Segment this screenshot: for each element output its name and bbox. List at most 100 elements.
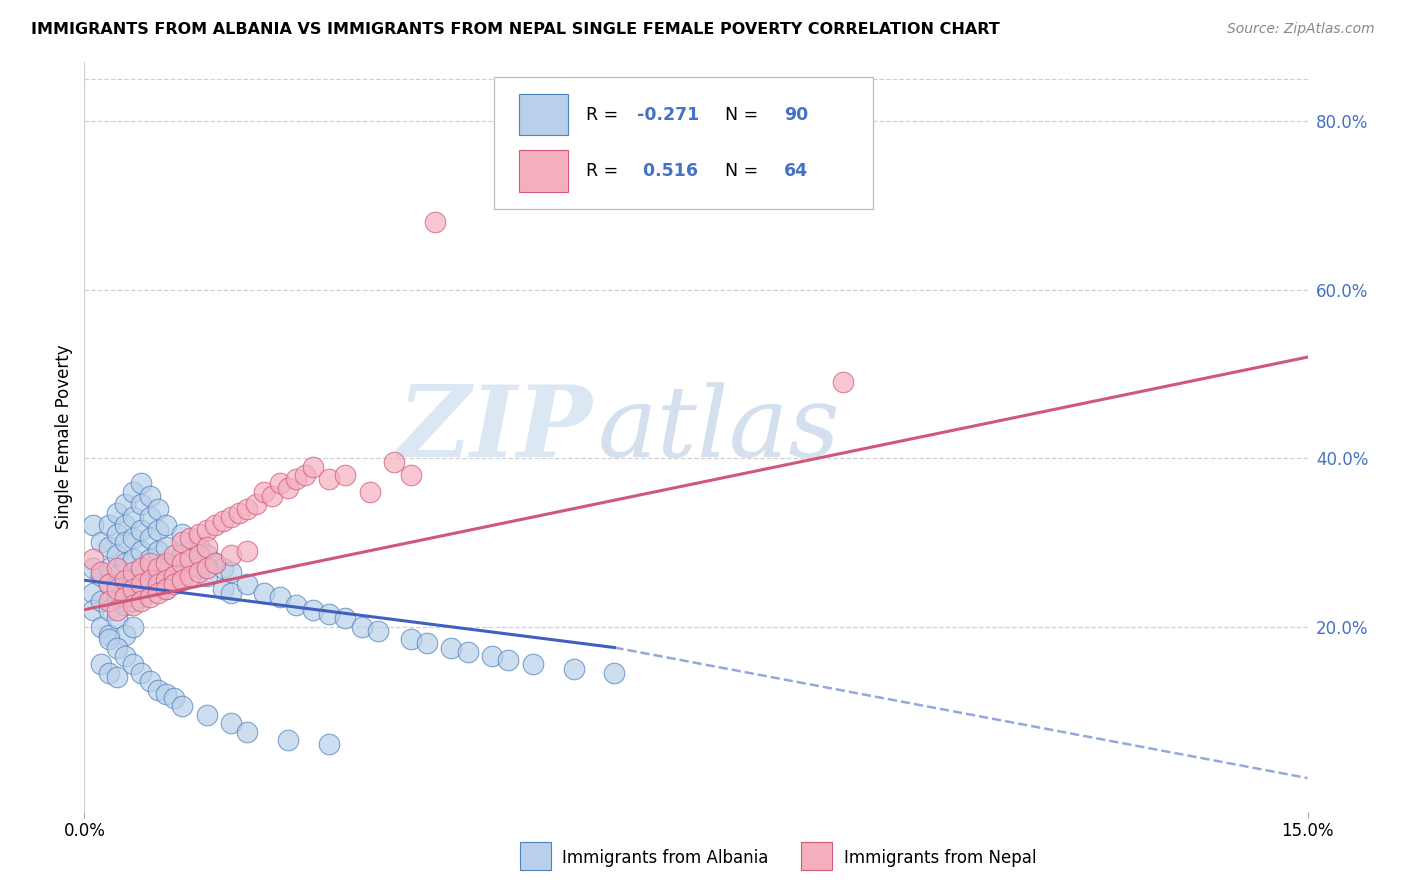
Point (562, 662, 585, 676)
Point (172, 557, 194, 571)
Point (146, 577, 169, 591)
Point (285, 599, 308, 613)
Point (269, 476, 291, 491)
Text: ZIP: ZIP (396, 382, 592, 478)
Point (82, 586, 104, 600)
Point (138, 510, 160, 524)
Point (219, 586, 242, 600)
Point (367, 624, 389, 638)
Point (155, 540, 177, 554)
Point (219, 716, 242, 731)
Point (114, 518, 136, 533)
Point (114, 498, 136, 512)
Point (90, 569, 112, 583)
Text: R =: R = (586, 162, 624, 180)
FancyBboxPatch shape (494, 78, 873, 209)
Point (90, 657, 112, 672)
Point (195, 523, 218, 537)
Point (204, 557, 226, 571)
Point (236, 577, 259, 591)
Point (155, 557, 177, 571)
Point (122, 594, 145, 608)
Point (82, 602, 104, 616)
Point (122, 531, 145, 545)
Point (146, 682, 169, 697)
Point (155, 582, 177, 596)
Point (105, 582, 128, 596)
FancyBboxPatch shape (519, 151, 568, 192)
Point (97, 602, 120, 616)
Text: IMMIGRANTS FROM ALBANIA VS IMMIGRANTS FROM NEPAL SINGLE FEMALE POVERTY CORRELATI: IMMIGRANTS FROM ALBANIA VS IMMIGRANTS FR… (31, 22, 1000, 37)
Point (219, 510, 242, 524)
Point (155, 573, 177, 587)
Point (155, 582, 177, 596)
Point (131, 560, 153, 574)
Point (212, 582, 235, 596)
Point (172, 535, 194, 549)
Point (301, 459, 323, 474)
Point (122, 573, 145, 587)
Point (105, 670, 128, 684)
Point (172, 569, 194, 583)
Point (260, 489, 283, 503)
Point (131, 665, 153, 680)
Point (97, 594, 120, 608)
Point (416, 636, 439, 650)
Point (195, 560, 218, 574)
Point (155, 687, 177, 701)
Point (122, 552, 145, 566)
Point (399, 467, 422, 482)
Text: N =: N = (714, 162, 763, 180)
Point (163, 691, 186, 706)
Point (155, 518, 177, 533)
Point (138, 557, 160, 571)
Text: -0.271: -0.271 (637, 106, 700, 124)
Point (172, 527, 194, 541)
Point (114, 557, 136, 571)
Point (146, 560, 169, 574)
Point (82, 552, 104, 566)
Point (146, 586, 169, 600)
Point (97, 518, 120, 533)
Point (253, 484, 276, 499)
Point (522, 657, 544, 672)
Point (82, 560, 104, 574)
Point (277, 733, 299, 747)
Point (163, 569, 186, 583)
Point (423, 215, 446, 229)
Point (318, 737, 340, 751)
Point (335, 467, 357, 482)
Point (90, 535, 112, 549)
Point (195, 548, 218, 562)
Point (155, 560, 177, 574)
Point (131, 543, 153, 558)
Point (122, 599, 145, 613)
Point (382, 455, 405, 469)
Point (138, 573, 160, 587)
Point (350, 619, 373, 633)
Point (114, 573, 136, 587)
Text: R =: R = (586, 106, 624, 124)
Point (131, 577, 153, 591)
Point (105, 602, 128, 616)
Point (105, 506, 128, 520)
Point (204, 518, 226, 533)
Point (138, 552, 160, 566)
Text: 64: 64 (785, 162, 808, 180)
Text: atlas: atlas (598, 382, 841, 477)
Point (122, 657, 145, 672)
Point (90, 565, 112, 579)
Point (105, 560, 128, 574)
Point (277, 481, 299, 495)
Point (440, 640, 463, 655)
Point (195, 540, 218, 554)
Point (172, 548, 194, 562)
Point (122, 565, 145, 579)
Point (195, 569, 218, 583)
Point (212, 514, 235, 528)
Point (335, 611, 357, 625)
Text: Source: ZipAtlas.com: Source: ZipAtlas.com (1227, 22, 1375, 37)
Point (146, 501, 169, 516)
Point (294, 467, 316, 482)
Point (498, 653, 520, 667)
